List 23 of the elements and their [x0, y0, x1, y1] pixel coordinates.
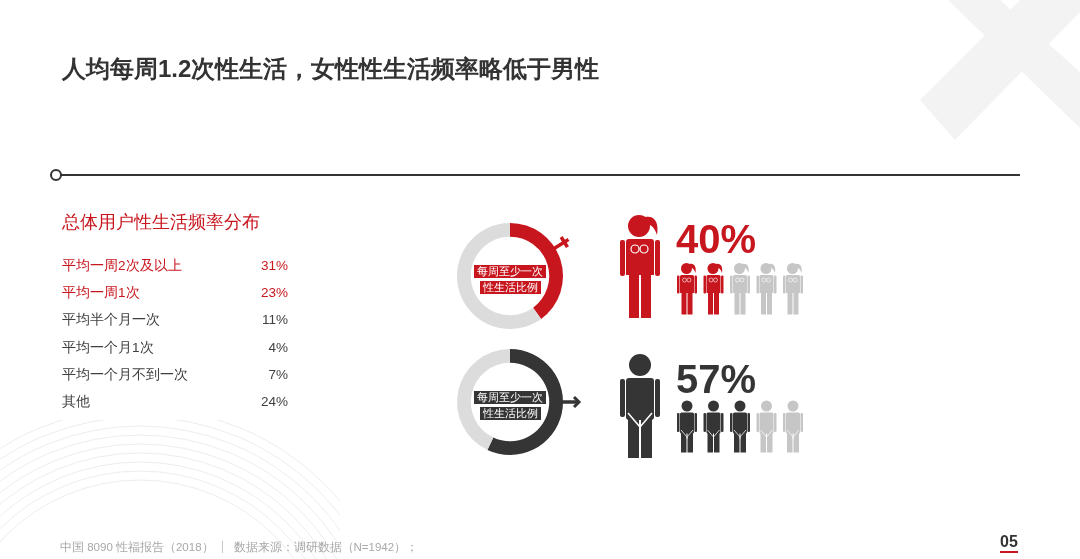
- category-label: 平均一周2次及以上: [62, 257, 182, 275]
- data-label: 24%: [259, 393, 288, 411]
- text: 中国 8090 性福报告（2018）: [60, 540, 214, 555]
- data-label: 31%: [259, 257, 288, 275]
- text: 05: [1000, 533, 1018, 553]
- category-label: 平均一周1次: [62, 284, 140, 303]
- text: 每周至少一次: [474, 265, 546, 278]
- data-label: 4%: [267, 338, 288, 357]
- category-label: 平均半个月一次: [62, 311, 160, 330]
- data-label: 7%: [267, 365, 288, 384]
- data-label: 57%: [676, 357, 757, 401]
- data-label: 11%: [260, 311, 288, 330]
- text: 性生活比例: [479, 281, 541, 294]
- text: 每周至少一次: [474, 391, 546, 404]
- text: 人均每周1.2次性生活，女性性生活频率略低于男性: [62, 54, 600, 84]
- category-label: 平均一个月不到一次: [62, 365, 188, 384]
- category-label: 其他: [62, 393, 90, 411]
- data-label: 40%: [676, 217, 757, 261]
- category-label: 平均一个月1次: [62, 338, 154, 357]
- source-note: 数据来源：调研数据（N=1942）；: [233, 540, 419, 555]
- data-label: 23%: [259, 284, 288, 303]
- text: 性生活比例: [479, 407, 541, 420]
- text: 总体用户性生活频率分布: [62, 211, 260, 234]
